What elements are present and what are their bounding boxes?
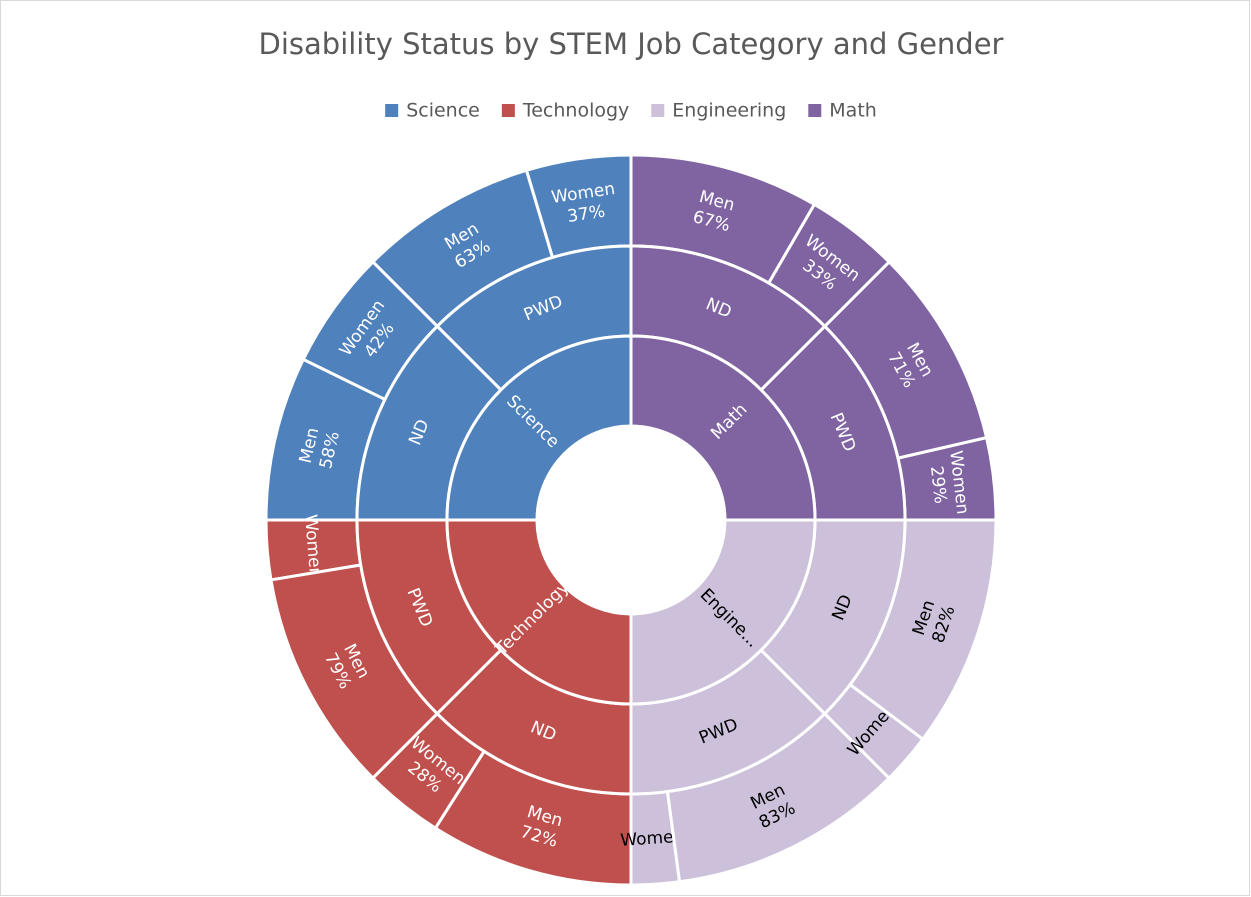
segment-label: Men63% bbox=[441, 218, 494, 273]
legend-label: Science bbox=[406, 100, 480, 122]
chart-title: Disability Status by STEM Job Category a… bbox=[259, 27, 1004, 61]
legend-label: Engineering bbox=[672, 100, 786, 122]
legend-swatch bbox=[385, 104, 399, 117]
category-segment bbox=[629, 518, 817, 706]
category-segment bbox=[629, 334, 817, 522]
legend-swatch bbox=[501, 104, 515, 117]
legend-label: Math bbox=[829, 100, 877, 122]
legend-swatch bbox=[651, 104, 665, 117]
label-line: 29% bbox=[926, 465, 950, 505]
legend-label: Technology bbox=[522, 100, 629, 122]
category-segment bbox=[445, 334, 633, 522]
legend-swatch bbox=[808, 104, 822, 117]
category-segment bbox=[445, 518, 633, 706]
